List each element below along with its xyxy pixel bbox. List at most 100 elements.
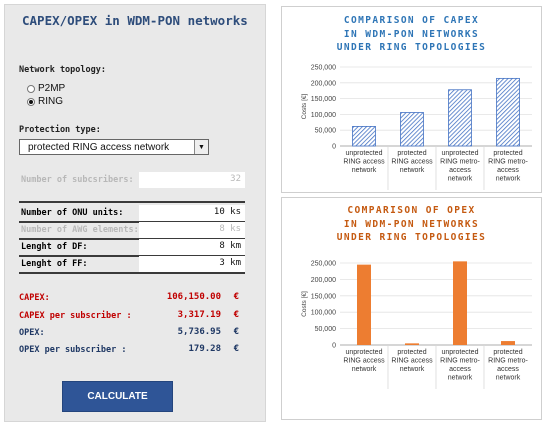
divider [19, 221, 245, 223]
capex-bar [448, 89, 472, 147]
capex-per-sub-label: CAPEX per subscriber : [19, 311, 132, 321]
result-row: CAPEX per subscriber : 3,317.19 € [19, 310, 245, 321]
subscribers-row: Number of subcsribers: 32 [19, 172, 245, 188]
capex-title-line: IN WDM-PON NETWORKS [343, 28, 480, 40]
opex-category-label: network [352, 366, 377, 373]
capex-category-label: RING metro- [488, 159, 528, 166]
radio-p2mp-circle[interactable] [27, 84, 35, 93]
opex-ytick-label: 150,000 [311, 293, 336, 300]
radio-p2mp[interactable]: P2MP [27, 83, 65, 94]
capex-chart-panel: COMPARISON OF CAPEX IN WDM-PON NETWORKS … [281, 6, 542, 193]
topology-label: Network topology: [19, 65, 106, 75]
opex-per-sub-value: 179.28 [188, 344, 221, 354]
result-row: OPEX: 5,736.95 € [19, 327, 245, 338]
result-row: OPEX per subscriber : 179.28 € [19, 344, 245, 355]
opex-value: 5,736.95 [177, 327, 221, 337]
opex-bar [501, 341, 515, 345]
field-value: 8 ks [219, 224, 241, 234]
capex-category-label: RING metro- [440, 159, 480, 166]
capex-ytick-label: 50,000 [315, 128, 337, 135]
opex-bar [405, 343, 419, 345]
capex-category-label: unprotected [442, 150, 479, 157]
capex-category-label: network [496, 176, 521, 183]
opex-ytick-label: 0 [332, 343, 336, 350]
radio-ring-circle[interactable] [27, 97, 35, 106]
field-label: Lenght of DF: [21, 242, 88, 252]
field-label: Lenght of FF: [21, 259, 88, 269]
divider [19, 255, 245, 257]
radio-p2mp-label: P2MP [38, 83, 66, 94]
capex-chart-title: COMPARISON OF CAPEX IN WDM-PON NETWORKS … [282, 14, 541, 55]
field-label: Number of AWG elements: [21, 225, 139, 235]
opex-per-sub-unit: € [233, 344, 239, 354]
capex-category-label: network [352, 167, 377, 174]
capex-category-label: access [497, 167, 519, 174]
capex-ytick-label: 200,000 [311, 80, 336, 87]
subscribers-input[interactable]: 32 [139, 172, 245, 188]
divider [19, 272, 245, 274]
capex-y-axis-label: Costs [€] [301, 93, 308, 119]
capex-title-line: UNDER RING TOPOLOGIES [336, 42, 487, 53]
chevron-down-icon[interactable]: ▼ [194, 140, 208, 154]
opex-chart: 0 50,000 100,000 150,000 200,000 250,000 Costs… [301, 261, 532, 389]
opex-title-line: UNDER RING TOPOLOGIES [336, 232, 487, 243]
capex-category-label: RING access [343, 159, 385, 166]
opex-category-label: unprotected [346, 349, 383, 356]
capex-ytick-label: 150,000 [311, 96, 336, 103]
opex-category-label: access [497, 366, 519, 373]
opex-unit: € [233, 327, 239, 337]
capex-per-sub-unit: € [233, 310, 239, 320]
capex-title-line: COMPARISON OF CAPEX [343, 15, 480, 26]
opex-ytick-label: 50,000 [315, 326, 337, 333]
capex-category-label: protected [493, 150, 522, 157]
protection-select[interactable]: protected RING access network ▼ [19, 139, 209, 155]
capex-bar [400, 112, 424, 147]
opex-ytick-label: 100,000 [311, 310, 336, 317]
opex-category-label: protected [397, 349, 426, 356]
capex-chart: 0 50,000 100,000 150,000 200,000 250,000 Costs… [301, 65, 532, 190]
opex-category-label: RING metro- [488, 358, 528, 365]
input-panel: CAPEX/OPEX in WDM-PON networks Network t… [4, 4, 266, 422]
opex-title-line: IN WDM-PON NETWORKS [343, 218, 480, 230]
subscribers-label: Number of subcsribers: [21, 175, 134, 185]
capex-category-label: RING access [391, 159, 433, 166]
opex-chart-title: COMPARISON OF OPEX IN WDM-PON NETWORKS U… [282, 204, 541, 245]
field-value-box: 8 ks [139, 222, 245, 238]
field-value-box[interactable]: 3 km [139, 256, 245, 272]
opex-title-line: COMPARISON OF OPEX [347, 205, 476, 216]
radio-ring[interactable]: RING [27, 96, 63, 107]
capex-bar [496, 77, 520, 147]
capex-category-label: network [400, 167, 425, 174]
capex-category-label: unprotected [346, 150, 383, 157]
subscribers-value: 32 [230, 174, 241, 184]
opex-y-axis-label: Costs [€] [301, 291, 308, 317]
divider [19, 238, 245, 240]
opex-bar [453, 261, 467, 345]
opex-category-label: network [496, 375, 521, 382]
capex-value: 106,150.00 [166, 292, 221, 302]
opex-category-label: network [448, 375, 473, 382]
capex-ytick-label: 100,000 [311, 112, 336, 119]
capex-bar [352, 126, 376, 147]
opex-category-label: unprotected [442, 349, 479, 356]
calculate-button[interactable]: CALCULATE [62, 381, 173, 412]
result-row: CAPEX: 106,150.00 € [19, 292, 245, 303]
capex-ytick-label: 0 [332, 144, 336, 151]
opex-label: OPEX: [19, 328, 45, 338]
capex-category-label: access [449, 167, 471, 174]
capex-ytick-label: 250,000 [311, 65, 336, 72]
field-row: Lenght of FF: 3 km [19, 256, 245, 272]
app-title: CAPEX/OPEX in WDM-PON networks [22, 13, 248, 28]
opex-chart-panel: COMPARISON OF OPEX IN WDM-PON NETWORKS U… [281, 197, 542, 420]
field-value-box[interactable]: 10 ks [139, 205, 245, 221]
opex-ytick-label: 200,000 [311, 277, 336, 284]
opex-category-label: RING access [343, 358, 385, 365]
protection-select-value: protected RING access network [28, 141, 170, 153]
capex-category-label: network [448, 176, 473, 183]
opex-per-sub-label: OPEX per subscriber : [19, 345, 127, 355]
opex-category-label: access [449, 366, 471, 373]
field-row: Number of AWG elements: 8 ks [19, 222, 245, 238]
opex-ytick-label: 250,000 [311, 261, 336, 268]
capex-per-sub-value: 3,317.19 [177, 310, 221, 320]
field-value-box[interactable]: 8 km [139, 239, 245, 255]
